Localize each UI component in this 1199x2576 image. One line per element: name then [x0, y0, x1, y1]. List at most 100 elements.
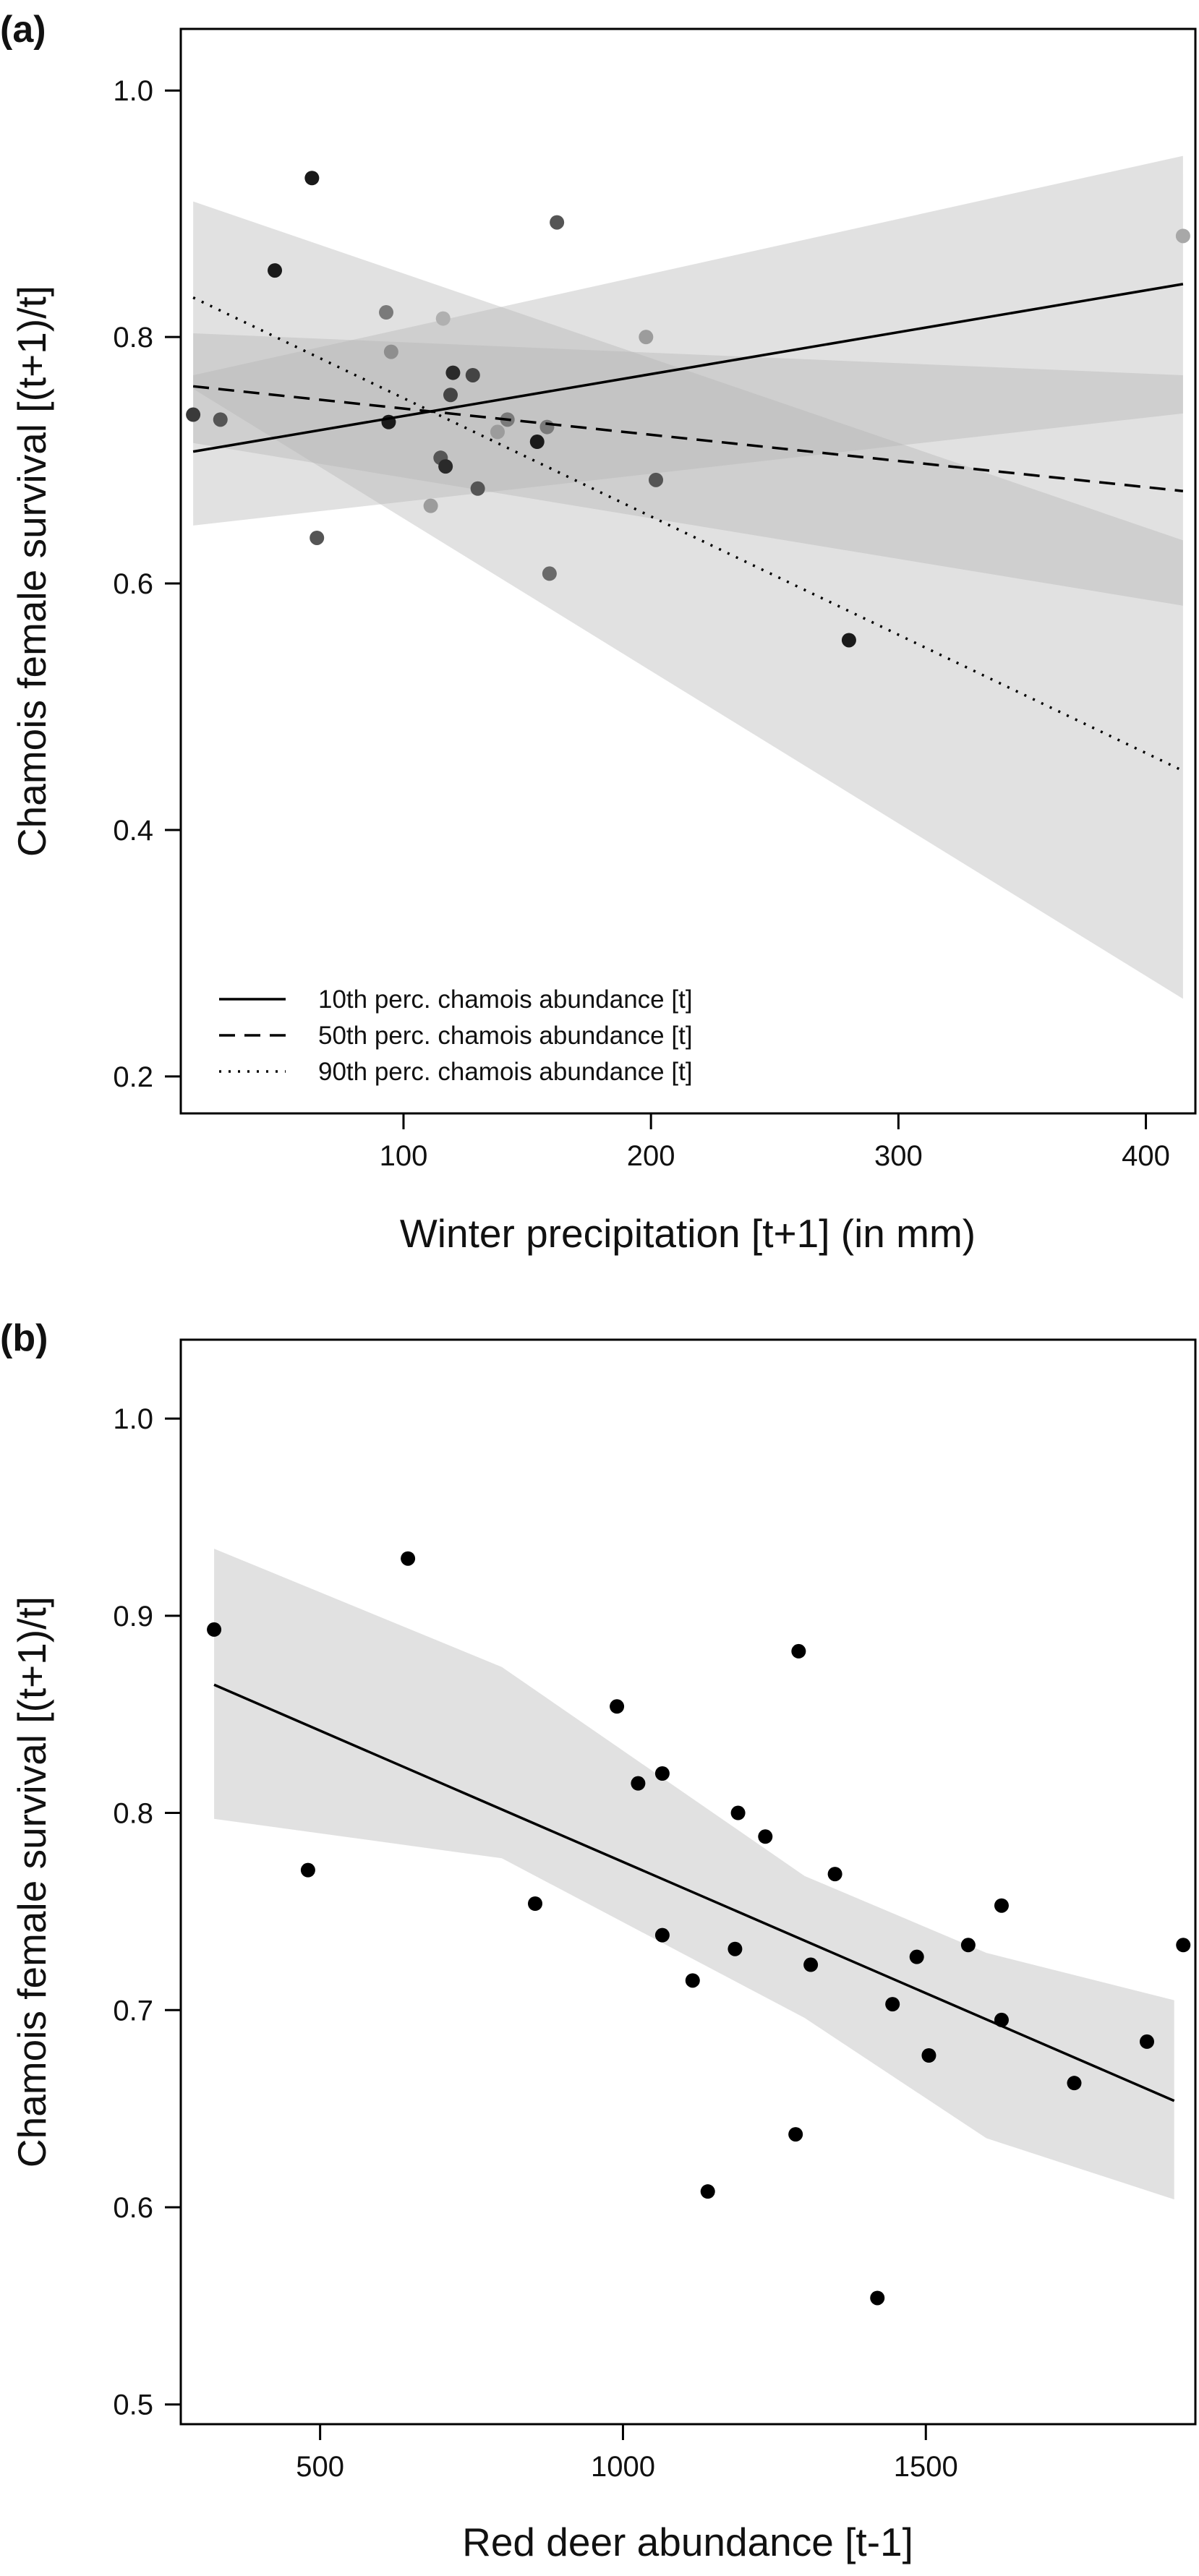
a-x-tick-label-2: 300	[874, 1140, 923, 1172]
panel-b-y-axis: 0.5 0.6 0.7 0.8 0.9 1.0	[113, 1403, 181, 2421]
b-fit-line-0	[213, 1683, 1175, 2102]
a-point-5	[379, 305, 394, 320]
b-x-tick-label-0: 500	[296, 2451, 344, 2483]
a-x-tick-label-1: 200	[627, 1140, 675, 1172]
a-point-21	[550, 215, 565, 230]
b-point-5	[631, 1776, 646, 1791]
b-point-12	[758, 1829, 773, 1844]
a-point-14	[465, 367, 480, 382]
a-point-4	[310, 530, 325, 545]
panel-b-x-axis: 500 1000 1500	[296, 2424, 958, 2483]
b-point-21	[960, 1938, 976, 1953]
b-point-7	[654, 1927, 670, 1943]
b-x-tick-label-1: 1000	[591, 2451, 655, 2483]
a-x-tick-label-0: 100	[380, 1140, 428, 1172]
panel-b-points	[207, 1551, 1191, 2306]
b-y-tick-label-1: 0.6	[113, 2192, 153, 2224]
b-point-3	[528, 1896, 543, 1911]
a-point-10	[435, 311, 451, 326]
a-point-13	[445, 365, 461, 380]
panel-a: (a) 100 200 300 400 0.2 0.4 0.6 0.8 1.0 Winter …	[0, 9, 1197, 1256]
panel-b-plot-frame	[179, 1338, 1197, 2426]
b-point-25	[1139, 2034, 1154, 2049]
a-point-8	[423, 498, 438, 513]
panel-a-points	[186, 171, 1190, 648]
a-point-25	[1175, 228, 1190, 244]
legend-label-2: 90th perc. chamois abundance [t]	[318, 1058, 693, 1086]
b-point-20	[921, 2048, 936, 2063]
b-point-8	[685, 1973, 700, 1988]
panel-a-confidence-bands	[193, 155, 1183, 999]
b-point-2	[401, 1551, 416, 1566]
b-point-22	[994, 1898, 1009, 1913]
b-point-26	[1176, 1938, 1191, 1953]
b-y-tick-label-2: 0.7	[113, 1995, 153, 2027]
a-point-12	[443, 388, 458, 403]
panel-b: (b) 500 1000 1500 0.5 0.6 0.7 0.8 0.9 1.0 Red d…	[0, 1317, 1197, 2564]
legend-label-1: 50th perc. chamois abundance [t]	[318, 1022, 693, 1050]
a-point-24	[841, 633, 856, 648]
a-point-3	[304, 171, 320, 186]
a-fit-line-1	[192, 385, 1184, 492]
a-band-2	[193, 201, 1183, 999]
panel-a-legend: 10th perc. chamois abundance [t] 50th per…	[219, 985, 693, 1086]
panel-b-confidence-band	[214, 1549, 1174, 2200]
panel-b-x-axis-title: Red deer abundance [t-1]	[462, 2520, 913, 2564]
panel-b-label: (b)	[0, 1317, 48, 1359]
panel-a-x-axis: 100 200 300 400	[380, 1113, 1170, 1172]
a-point-16	[490, 424, 505, 440]
a-band-0	[193, 155, 1183, 526]
b-point-11	[730, 1805, 746, 1820]
a-fit-line-0	[192, 283, 1184, 453]
b-point-1	[300, 1862, 315, 1878]
b-point-19	[909, 1949, 924, 1964]
b-x-tick-label-2: 1500	[894, 2451, 958, 2483]
a-point-23	[649, 472, 664, 487]
a-point-2	[268, 263, 283, 278]
a-point-19	[539, 419, 555, 435]
b-y-tick-label-4: 0.9	[113, 1601, 153, 1633]
b-band-0	[214, 1549, 1174, 2200]
a-x-tick-label-3: 400	[1122, 1140, 1170, 1172]
a-point-20	[542, 566, 557, 581]
a-point-0	[186, 407, 201, 422]
panel-a-plot-frame	[179, 27, 1197, 1115]
b-point-16	[827, 1867, 842, 1882]
b-point-9	[700, 2184, 715, 2199]
b-point-4	[610, 1699, 625, 1714]
a-y-tick-label-3: 0.8	[113, 322, 153, 354]
panel-a-y-axis-title: Chamois female survival [(t+1)/t]	[9, 286, 54, 857]
panel-b-fit-line	[213, 1683, 1175, 2102]
panel-b-y-axis-title: Chamois female survival [(t+1)/t]	[9, 1596, 54, 2168]
a-y-tick-label-1: 0.4	[113, 815, 153, 847]
a-y-tick-label-2: 0.6	[113, 568, 153, 600]
a-point-22	[639, 330, 654, 345]
b-point-15	[803, 1957, 819, 1972]
b-point-10	[727, 1941, 743, 1956]
b-y-tick-label-3: 0.8	[113, 1798, 153, 1830]
panel-a-y-axis: 0.2 0.4 0.6 0.8 1.0	[113, 75, 181, 1093]
b-y-tick-label-0: 0.5	[113, 2389, 153, 2421]
legend-label-0: 10th perc. chamois abundance [t]	[318, 985, 693, 1014]
a-point-1	[213, 412, 228, 427]
b-point-18	[885, 1997, 900, 2012]
a-band-1	[193, 333, 1183, 606]
panel-a-fit-lines	[192, 283, 1184, 772]
b-y-tick-label-5: 1.0	[113, 1403, 153, 1435]
b-point-14	[791, 1643, 806, 1659]
panel-a-x-axis-title: Winter precipitation [t+1] (in mm)	[400, 1211, 976, 1256]
a-point-7	[383, 344, 398, 359]
b-point-6	[654, 1766, 670, 1781]
b-point-24	[1067, 2076, 1082, 2091]
panel-a-label: (a)	[0, 9, 46, 51]
a-point-15	[470, 481, 485, 496]
b-point-17	[870, 2290, 885, 2306]
b-point-13	[788, 2127, 803, 2142]
b-point-0	[207, 1622, 222, 1637]
a-point-11	[438, 459, 453, 474]
a-y-tick-label-0: 0.2	[113, 1061, 153, 1093]
a-point-18	[529, 435, 545, 450]
a-y-tick-label-4: 1.0	[113, 75, 153, 107]
